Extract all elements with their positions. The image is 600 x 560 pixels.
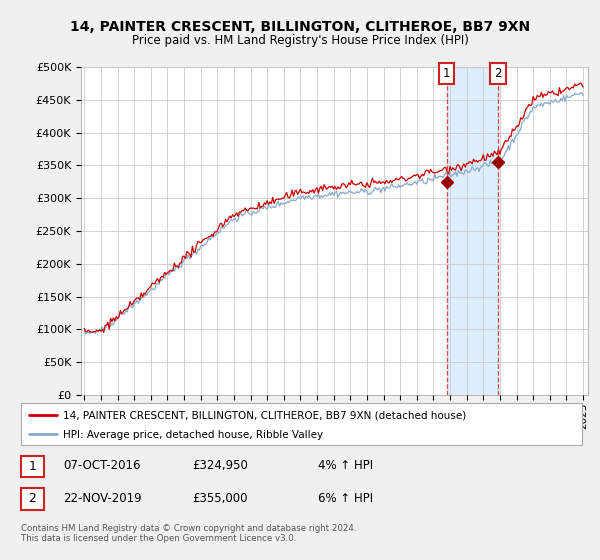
Text: Contains HM Land Registry data © Crown copyright and database right 2024.
This d: Contains HM Land Registry data © Crown c… bbox=[21, 524, 356, 543]
Text: HPI: Average price, detached house, Ribble Valley: HPI: Average price, detached house, Ribb… bbox=[63, 430, 323, 440]
Text: 4% ↑ HPI: 4% ↑ HPI bbox=[318, 459, 373, 473]
Text: 2: 2 bbox=[494, 67, 502, 80]
Text: 07-OCT-2016: 07-OCT-2016 bbox=[63, 459, 140, 473]
Text: 2: 2 bbox=[28, 492, 37, 506]
Text: 1: 1 bbox=[443, 67, 450, 80]
Text: £324,950: £324,950 bbox=[192, 459, 248, 473]
Text: 22-NOV-2019: 22-NOV-2019 bbox=[63, 492, 142, 505]
Text: £355,000: £355,000 bbox=[192, 492, 248, 505]
Text: 1: 1 bbox=[28, 460, 37, 473]
Text: 14, PAINTER CRESCENT, BILLINGTON, CLITHEROE, BB7 9XN (detached house): 14, PAINTER CRESCENT, BILLINGTON, CLITHE… bbox=[63, 411, 466, 421]
Text: Price paid vs. HM Land Registry's House Price Index (HPI): Price paid vs. HM Land Registry's House … bbox=[131, 34, 469, 46]
Text: 6% ↑ HPI: 6% ↑ HPI bbox=[318, 492, 373, 505]
Text: 14, PAINTER CRESCENT, BILLINGTON, CLITHEROE, BB7 9XN: 14, PAINTER CRESCENT, BILLINGTON, CLITHE… bbox=[70, 20, 530, 34]
Bar bbox=[446, 67, 498, 395]
